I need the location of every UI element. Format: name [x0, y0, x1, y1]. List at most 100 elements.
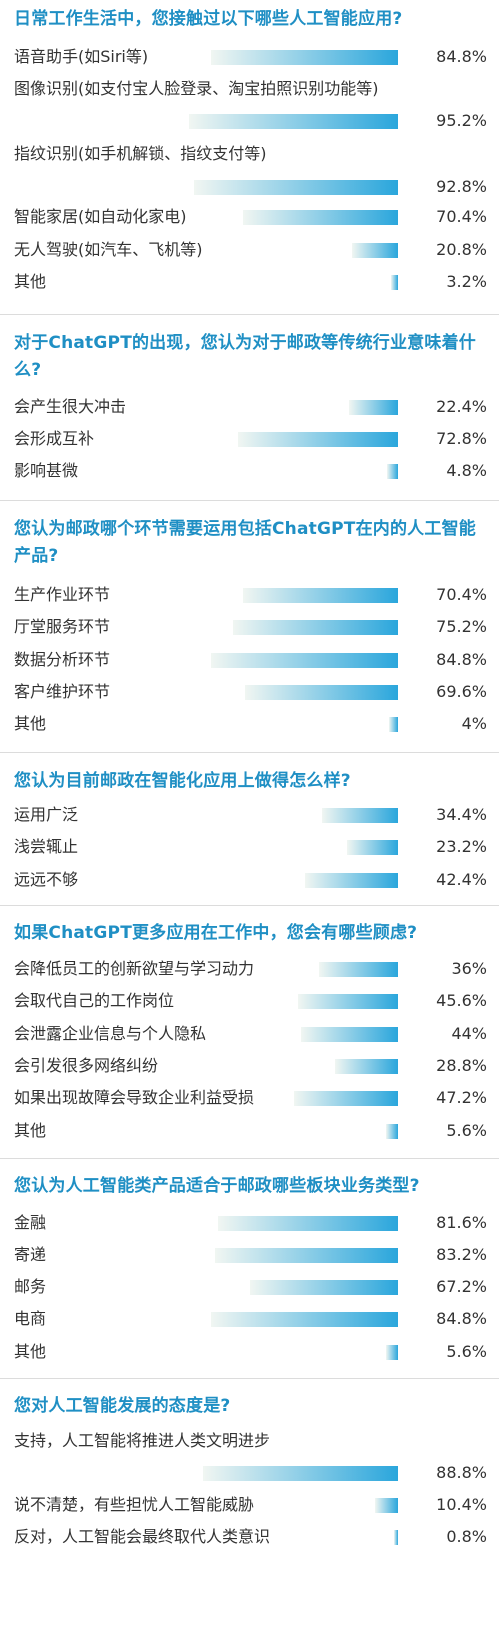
question-title: 您认为邮政哪个环节需要运用包括ChatGPT在内的人工智能产品?	[14, 519, 476, 566]
category-label: 数据分析环节	[14, 650, 111, 669]
value-label: 47.2%	[436, 1088, 487, 1107]
question-title: 您对人工智能发展的态度是?	[14, 1396, 231, 1416]
bar	[390, 275, 398, 290]
category-label: 说不清楚，有些担忧人工智能威胁	[14, 1495, 255, 1514]
value-label: 44%	[451, 1024, 487, 1043]
category-label: 会产生很大冲击	[14, 397, 127, 416]
category-label: 会取代自己的工作岗位	[14, 991, 175, 1010]
value-label: 28.8%	[436, 1056, 487, 1075]
category-label: 远远不够	[14, 870, 79, 889]
bar	[346, 840, 398, 855]
bar	[211, 653, 398, 668]
value-label: 70.4%	[436, 585, 487, 604]
bar	[211, 1312, 398, 1327]
category-label: 其他	[14, 714, 47, 733]
category-label: 寄递	[14, 1245, 47, 1264]
value-label: 23.2%	[436, 837, 487, 856]
bar	[214, 1248, 398, 1263]
value-label: 92.8%	[436, 177, 487, 196]
category-label: 电商	[14, 1309, 47, 1328]
question-title: 日常工作生活中，您接触过以下哪些人工智能应用?	[14, 9, 403, 29]
bar	[244, 685, 398, 700]
bar	[188, 114, 398, 129]
bar	[322, 808, 398, 823]
bar	[318, 962, 398, 977]
bar	[243, 588, 398, 603]
value-label: 83.2%	[436, 1245, 487, 1264]
bar	[243, 210, 398, 225]
bar	[250, 1280, 398, 1295]
question-title: 您认为人工智能类产品适合于邮政哪些板块业务类型?	[14, 1176, 420, 1196]
category-label: 影响甚微	[14, 461, 79, 480]
category-label: 客户维护环节	[14, 682, 111, 701]
bar	[294, 1091, 398, 1106]
value-label: 5.6%	[446, 1121, 487, 1140]
bar	[301, 1027, 398, 1042]
bar	[394, 1530, 398, 1545]
bar	[218, 1216, 398, 1231]
category-label: 生产作业环节	[14, 585, 111, 604]
bar	[389, 717, 398, 732]
value-label: 0.8%	[446, 1527, 487, 1546]
category-label: 反对，人工智能会最终取代人类意识	[14, 1527, 271, 1546]
bar	[387, 464, 398, 479]
value-label: 3.2%	[446, 272, 487, 291]
value-label: 4.8%	[446, 461, 487, 480]
category-label: 运用广泛	[14, 805, 79, 824]
category-label: 图像识别(如支付宝人脸登录、淘宝拍照识别功能等)	[14, 79, 379, 98]
value-label: 75.2%	[436, 617, 487, 636]
value-label: 84.8%	[436, 47, 487, 66]
category-label: 智能家居(如自动化家电)	[14, 207, 187, 226]
category-label: 金融	[14, 1213, 47, 1232]
category-label: 会降低员工的创新欲望与学习动力	[14, 959, 255, 978]
category-label: 厅堂服务环节	[14, 617, 111, 636]
section-divider	[0, 500, 499, 501]
category-label: 指纹识别(如手机解锁、指纹支付等)	[14, 144, 267, 163]
value-label: 95.2%	[436, 111, 487, 130]
value-label: 67.2%	[436, 1277, 487, 1296]
category-label: 会形成互补	[14, 429, 95, 448]
bar	[334, 1059, 398, 1074]
value-label: 22.4%	[436, 397, 487, 416]
question-title: 您认为目前邮政在智能化应用上做得怎么样?	[14, 771, 351, 791]
category-label: 语音助手(如Siri等)	[14, 47, 149, 66]
question-title: 如果ChatGPT更多应用在工作中，您会有哪些顾虑?	[14, 923, 418, 943]
value-label: 72.8%	[436, 429, 487, 448]
section-divider	[0, 905, 499, 906]
category-label: 支持，人工智能将推进人类文明进步	[14, 1431, 271, 1450]
bar	[237, 432, 398, 447]
section-divider	[0, 1158, 499, 1159]
value-label: 34.4%	[436, 805, 487, 824]
bar	[352, 243, 398, 258]
value-label: 88.8%	[436, 1463, 487, 1482]
value-label: 5.6%	[446, 1342, 487, 1361]
section-divider	[0, 1378, 499, 1379]
category-label: 其他	[14, 1121, 47, 1140]
bar	[348, 400, 398, 415]
category-label: 如果出现故障会导致企业利益受损	[14, 1088, 255, 1107]
question-title: 对于ChatGPT的出现，您认为对于邮政等传统行业意味着什么?	[14, 333, 476, 380]
section-divider	[0, 752, 499, 753]
value-label: 36%	[451, 959, 487, 978]
bar	[385, 1124, 398, 1139]
value-label: 45.6%	[436, 991, 487, 1010]
bar	[304, 873, 398, 888]
category-label: 其他	[14, 272, 47, 291]
category-label: 邮务	[14, 1277, 47, 1296]
value-label: 84.8%	[436, 1309, 487, 1328]
bar	[193, 180, 398, 195]
bar	[297, 994, 398, 1009]
value-label: 4%	[461, 714, 487, 733]
bar	[385, 1345, 398, 1360]
value-label: 84.8%	[436, 650, 487, 669]
value-label: 70.4%	[436, 207, 487, 226]
category-label: 会引发很多网络纠纷	[14, 1056, 159, 1075]
category-label: 无人驾驶(如汽车、飞机等)	[14, 240, 203, 259]
value-label: 81.6%	[436, 1213, 487, 1232]
value-label: 10.4%	[436, 1495, 487, 1514]
value-label: 20.8%	[436, 240, 487, 259]
value-label: 42.4%	[436, 870, 487, 889]
value-label: 69.6%	[436, 682, 487, 701]
category-label: 浅尝辄止	[14, 837, 79, 856]
